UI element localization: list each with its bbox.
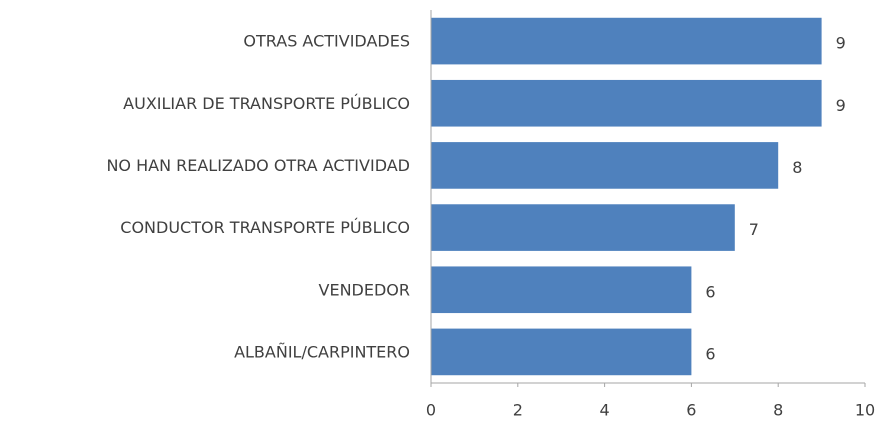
bar	[431, 142, 779, 189]
x-tick-label: 0	[426, 401, 436, 420]
x-tick-label: 10	[855, 401, 875, 420]
y-tick-label: ALBAÑIL/CARPINTERO	[234, 342, 410, 361]
data-label: 6	[705, 282, 715, 301]
x-tick-label: 4	[600, 401, 610, 420]
bar	[431, 266, 692, 314]
data-label: 9	[836, 34, 846, 53]
y-tick-label: VENDEDOR	[319, 280, 410, 299]
bar	[431, 79, 822, 127]
x-tick-label: 6	[686, 401, 696, 420]
data-label: 6	[705, 344, 715, 363]
bar	[431, 17, 822, 65]
bar	[431, 328, 692, 376]
x-tick-label: 2	[513, 401, 523, 420]
y-tick-label: OTRAS ACTIVIDADES	[243, 32, 410, 51]
y-tick-label: CONDUCTOR TRANSPORTE PÚBLICO	[120, 218, 410, 237]
y-tick-label: NO HAN REALIZADO OTRA ACTIVIDAD	[106, 156, 410, 175]
x-tick-label: 8	[773, 401, 783, 420]
bar	[431, 204, 735, 251]
y-tick-label: AUXILIAR DE TRANSPORTE PÚBLICO	[123, 94, 410, 113]
data-label: 8	[792, 158, 802, 177]
data-label: 9	[836, 96, 846, 115]
data-label: 7	[749, 220, 759, 239]
